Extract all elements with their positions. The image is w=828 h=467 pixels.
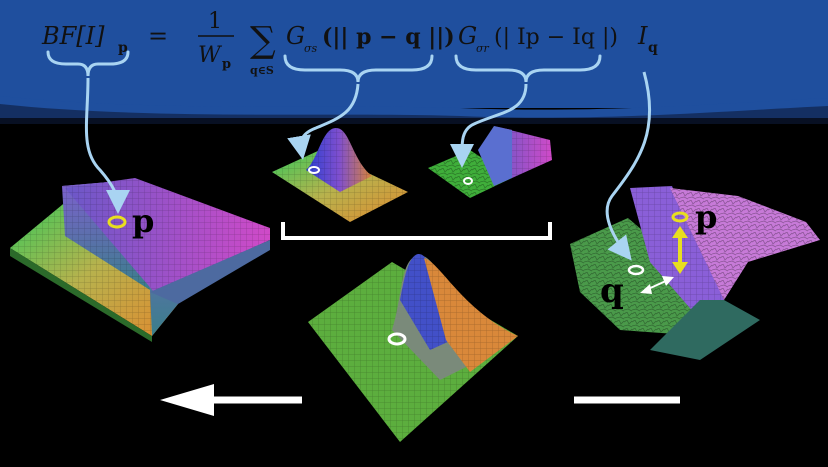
yellow-circle-marker (107, 215, 127, 229)
arrow-to-left-p (84, 77, 130, 214)
left-arrow-icon (160, 384, 214, 416)
label-p-right: p (695, 198, 717, 236)
eq-frac-den: W (198, 43, 223, 68)
eq-frac-den-sub: p (222, 57, 231, 72)
spatial-gaussian-surface (272, 128, 408, 222)
white-circle-marker (463, 177, 473, 185)
label-q-right: q (600, 271, 624, 311)
brace-icon (283, 54, 434, 83)
white-arrow-head-right (662, 276, 674, 286)
range-gaussian-surface (428, 126, 552, 198)
eq-gr-arg: (| Ip − Iq |) (494, 25, 618, 50)
eq-frac-num: 1 (208, 9, 222, 34)
white-circle-marker (308, 166, 320, 174)
bilateral-equation: BF[I] p = 1 W p ∑ q∈S G σs (|| p − q ||)… (41, 9, 658, 77)
arrow-to-spatial-gaussian (287, 83, 360, 160)
arrow-to-range-gaussian (449, 83, 528, 168)
eq-sum: ∑ (250, 20, 276, 61)
yellow-circle-marker (671, 211, 689, 223)
eq-equals: = (148, 22, 168, 50)
eq-iq: I (637, 22, 648, 50)
eq-iq-sub: q (648, 40, 658, 56)
arrow-to-noisy-q (605, 71, 652, 261)
eq-gr-sub: σr (476, 42, 490, 55)
noisy-step-surface (570, 186, 820, 360)
label-p-left: p (132, 202, 154, 240)
yellow-arrow-head-up (672, 226, 688, 238)
product-weight-surface (308, 253, 518, 442)
eq-sum-sub: q∈S (250, 64, 274, 77)
eq-lhs-sub: p (118, 40, 128, 56)
eq-gs: G (286, 22, 305, 50)
product-bracket (281, 222, 552, 240)
white-arrow-head-left (640, 284, 652, 294)
brace-icon (454, 54, 602, 83)
eq-gs-arg: (|| p − q ||) (322, 24, 455, 50)
yellow-arrow-head-down (672, 262, 688, 274)
brace-icon (46, 50, 130, 77)
eq-gr: G (458, 22, 477, 50)
white-circle-marker (627, 264, 645, 276)
equation-banner (0, 0, 828, 108)
white-circle-marker (387, 332, 407, 346)
eq-gs-sub: σs (304, 42, 318, 55)
eq-lhs: BF[I] (41, 22, 105, 50)
banner-edge (0, 104, 828, 124)
